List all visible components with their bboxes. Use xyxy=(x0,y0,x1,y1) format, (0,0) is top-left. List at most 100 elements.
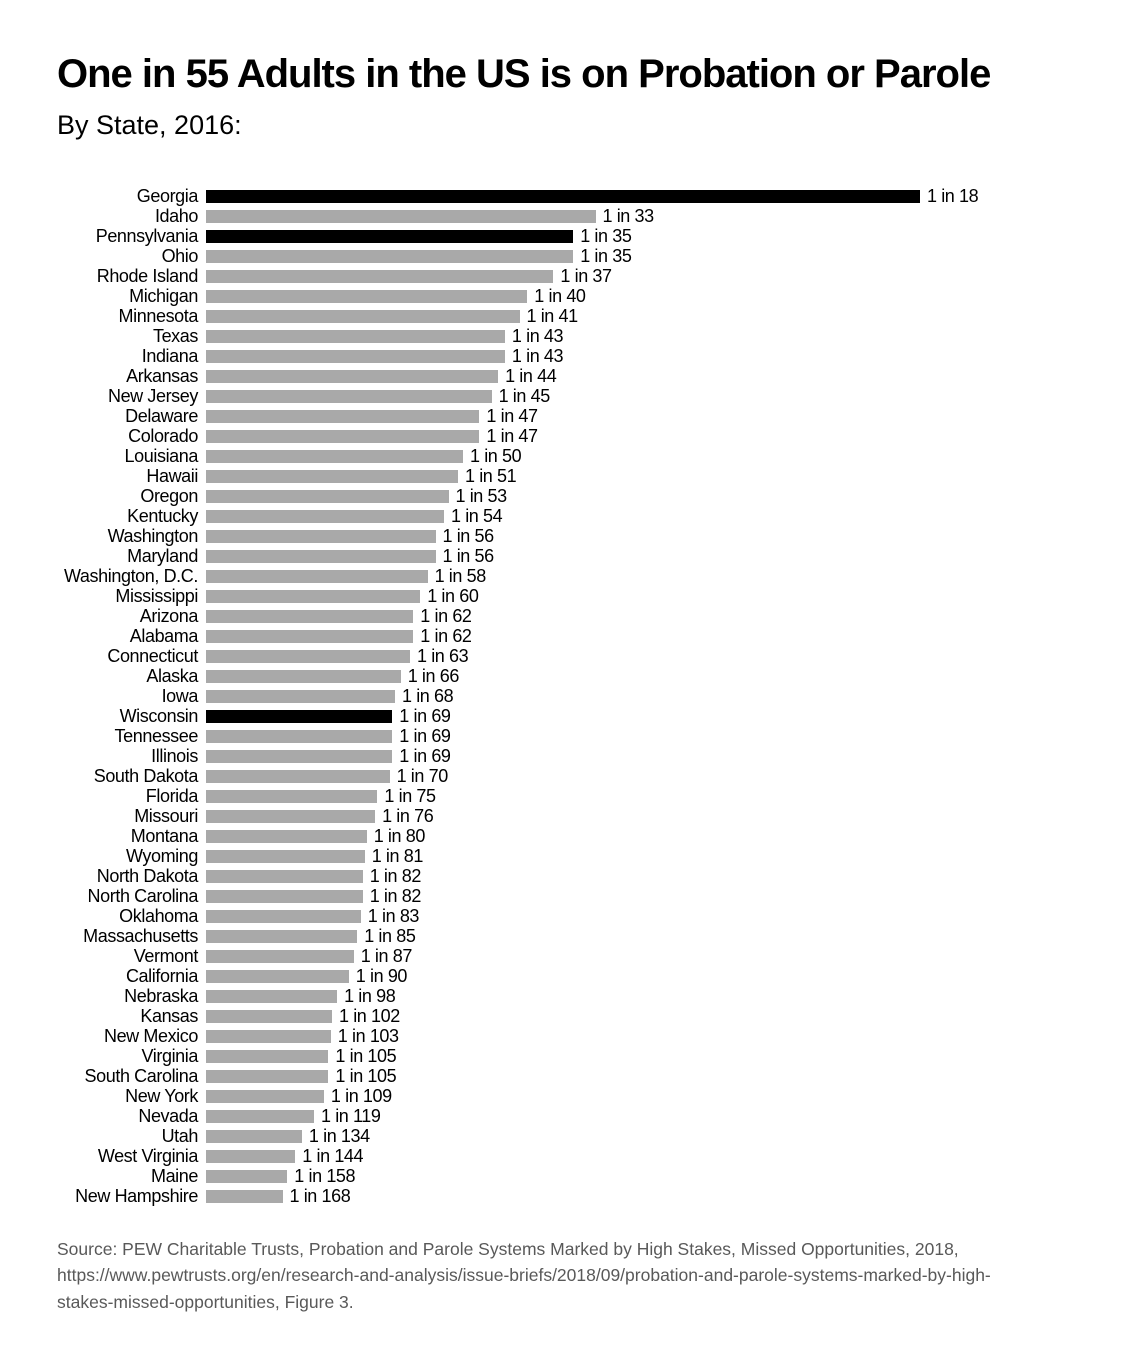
bar xyxy=(206,489,449,503)
bar xyxy=(206,749,393,763)
bar xyxy=(206,209,596,223)
chart-row: North Carolina 1 in 82 xyxy=(0,886,1125,906)
state-label: Illinois xyxy=(151,745,198,766)
chart-row: Wyoming 1 in 81 xyxy=(0,846,1125,866)
value-label: 1 in 70 xyxy=(396,765,449,786)
bar xyxy=(206,329,505,343)
chart-row: Colorado 1 in 47 xyxy=(0,426,1125,446)
bar xyxy=(206,689,395,703)
state-label: Michigan xyxy=(129,285,198,306)
chart-row: Wisconsin 1 in 69 xyxy=(0,706,1125,726)
chart-title: One in 55 Adults in the US is on Probati… xyxy=(57,52,991,96)
value-label: 1 in 53 xyxy=(455,485,508,506)
value-label: 1 in 69 xyxy=(399,745,451,766)
state-label: New Mexico xyxy=(103,1025,198,1046)
state-label: Minnesota xyxy=(118,305,199,326)
state-label: Kansas xyxy=(140,1005,198,1026)
chart-row: West Virginia 1 in 144 xyxy=(0,1146,1125,1166)
state-label: Colorado xyxy=(128,425,198,446)
state-label: Nevada xyxy=(138,1105,198,1126)
chart-row: Maine 1 in 158 xyxy=(0,1166,1125,1186)
bar xyxy=(206,829,367,843)
chart-row: Georgia 1 in 18 xyxy=(0,186,1125,206)
value-label: 1 in 134 xyxy=(308,1125,370,1146)
bar xyxy=(206,1089,324,1103)
state-label: Louisiana xyxy=(124,445,199,466)
bar xyxy=(206,469,458,483)
chart-row: Arizona 1 in 62 xyxy=(0,606,1125,626)
state-label: South Dakota xyxy=(93,765,199,786)
bar xyxy=(206,529,436,543)
bar xyxy=(206,349,505,363)
state-label: Vermont xyxy=(133,945,199,966)
value-label: 1 in 82 xyxy=(369,885,422,906)
chart-row: Washington 1 in 56 xyxy=(0,526,1125,546)
value-label: 1 in 83 xyxy=(367,905,420,926)
bar xyxy=(206,669,401,683)
bar xyxy=(206,409,480,423)
state-label: Iowa xyxy=(161,685,199,706)
bar xyxy=(206,589,421,603)
state-label: Oklahoma xyxy=(119,905,198,926)
chart-subtitle: By State, 2016: xyxy=(57,110,242,140)
value-label: 1 in 69 xyxy=(399,705,451,726)
value-label: 1 in 41 xyxy=(526,305,579,326)
bar xyxy=(206,1029,331,1043)
bar xyxy=(206,569,428,583)
state-label: New York xyxy=(125,1085,198,1106)
chart-row: Illinois 1 in 69 xyxy=(0,746,1125,766)
state-label: West Virginia xyxy=(97,1145,199,1166)
value-label: 1 in 50 xyxy=(470,445,522,466)
value-label: 1 in 43 xyxy=(511,345,564,366)
value-label: 1 in 45 xyxy=(498,385,551,406)
state-label: Rhode Island xyxy=(96,265,199,286)
bar xyxy=(206,189,920,203)
chart-row: Mississippi 1 in 60 xyxy=(0,586,1125,606)
bar xyxy=(206,849,365,863)
state-label: Georgia xyxy=(136,185,199,206)
chart-row: North Dakota 1 in 82 xyxy=(0,866,1125,886)
value-label: 1 in 56 xyxy=(442,545,495,566)
chart-row: Alabama 1 in 62 xyxy=(0,626,1125,646)
bar xyxy=(206,629,414,643)
bar xyxy=(206,949,354,963)
state-label: Texas xyxy=(152,325,198,346)
value-label: 1 in 44 xyxy=(505,365,557,386)
state-label: Virginia xyxy=(141,1045,198,1066)
chart-row: Delaware 1 in 47 xyxy=(0,406,1125,426)
bar xyxy=(206,449,463,463)
chart-row: New Hampshire 1 in 168 xyxy=(0,1186,1125,1206)
state-label: New Hampshire xyxy=(75,1185,198,1206)
state-label: North Carolina xyxy=(87,885,199,906)
bar xyxy=(206,1149,296,1163)
state-label: Hawaii xyxy=(146,465,198,486)
state-label: Massachusetts xyxy=(83,925,198,946)
bar xyxy=(206,1189,283,1203)
state-label: Maine xyxy=(150,1165,198,1186)
value-label: 1 in 105 xyxy=(335,1065,397,1086)
bar xyxy=(206,429,480,443)
state-label: Wisconsin xyxy=(119,705,199,726)
chart-row: Nevada 1 in 119 xyxy=(0,1106,1125,1126)
chart-row: Kansas 1 in 102 xyxy=(0,1006,1125,1026)
bar xyxy=(206,1129,302,1143)
value-label: 1 in 56 xyxy=(442,525,495,546)
chart-row: New Jersey 1 in 45 xyxy=(0,386,1125,406)
state-label: Kentucky xyxy=(127,505,198,526)
state-label: Mississippi xyxy=(115,585,198,606)
value-label: 1 in 75 xyxy=(384,785,436,806)
bar xyxy=(206,969,349,983)
state-label: Utah xyxy=(161,1125,199,1146)
chart-row: Idaho 1 in 33 xyxy=(0,206,1125,226)
value-label: 1 in 47 xyxy=(486,405,538,426)
value-label: 1 in 158 xyxy=(294,1165,356,1186)
state-label: Alabama xyxy=(129,625,199,646)
state-label: Ohio xyxy=(161,245,199,266)
state-label: Florida xyxy=(145,785,199,806)
value-label: 1 in 103 xyxy=(337,1025,399,1046)
bar xyxy=(206,229,574,243)
chart-row: California 1 in 90 xyxy=(0,966,1125,986)
bar xyxy=(206,369,499,383)
state-label: New Jersey xyxy=(107,385,198,406)
